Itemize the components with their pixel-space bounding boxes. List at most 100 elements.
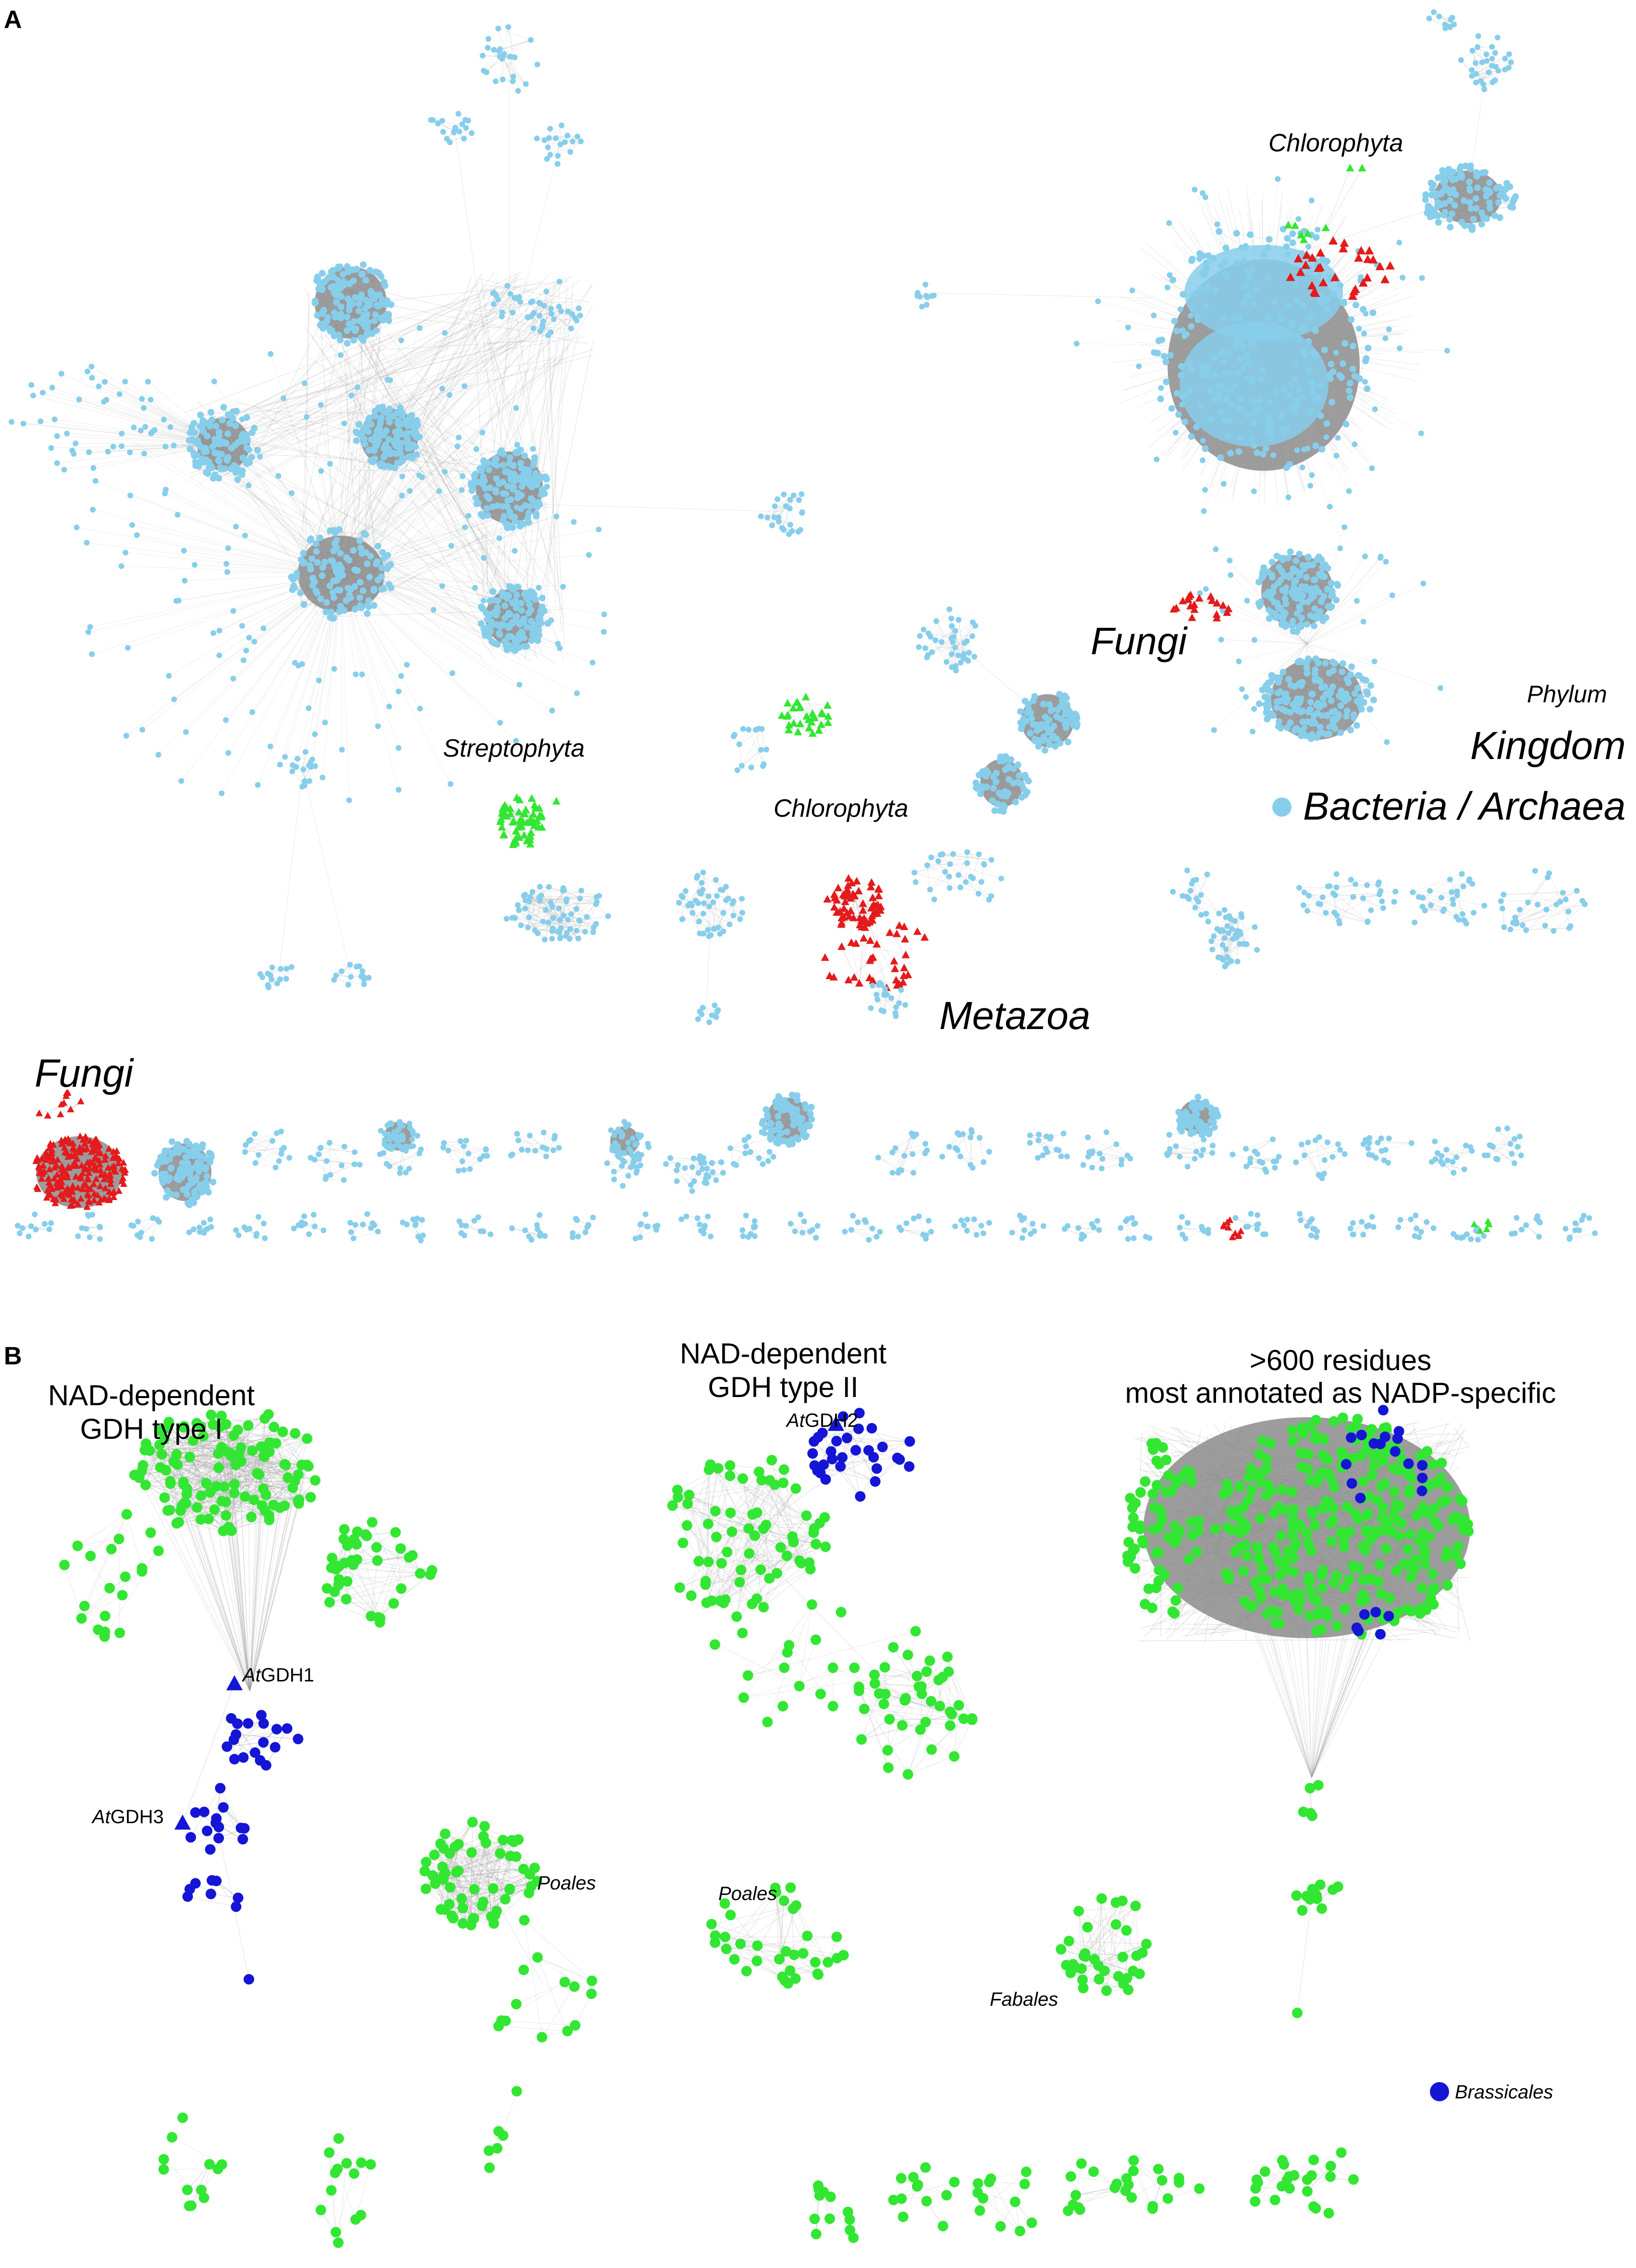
- node: [1058, 715, 1065, 722]
- node: [210, 630, 217, 636]
- node-triangle: [1316, 248, 1325, 257]
- node: [324, 1597, 335, 1608]
- node: [1442, 21, 1448, 27]
- node: [511, 294, 517, 301]
- node: [99, 1631, 110, 1642]
- node: [48, 445, 54, 451]
- atgdh1-triangle: [226, 1675, 243, 1691]
- node: [1319, 894, 1326, 900]
- node: [318, 468, 324, 474]
- node: [1481, 903, 1488, 909]
- node: [203, 1513, 214, 1524]
- node: [515, 88, 521, 94]
- node: [459, 487, 465, 493]
- node: [1351, 715, 1357, 721]
- node: [714, 893, 720, 899]
- node: [1347, 671, 1354, 678]
- node: [1391, 899, 1397, 905]
- node: [361, 981, 367, 987]
- node: [231, 1901, 242, 1912]
- node: [318, 1145, 324, 1151]
- node: [314, 276, 321, 283]
- node: [1294, 402, 1301, 409]
- node: [1328, 587, 1335, 594]
- node: [317, 595, 324, 602]
- node: [186, 2200, 197, 2211]
- node: [1295, 387, 1303, 394]
- node: [827, 1701, 838, 1712]
- node: [586, 552, 592, 558]
- node: [1379, 1478, 1390, 1489]
- node-triangle: [830, 894, 839, 902]
- node: [320, 279, 327, 286]
- node: [1096, 1227, 1102, 1233]
- node: [1345, 679, 1352, 687]
- node: [558, 123, 565, 128]
- node: [775, 496, 781, 502]
- node: [556, 304, 562, 310]
- node: [1277, 724, 1284, 732]
- node: [155, 1158, 162, 1165]
- node: [551, 316, 557, 322]
- node: [1390, 1499, 1402, 1510]
- node: [1389, 592, 1395, 599]
- node-triangle: [859, 906, 867, 914]
- node: [225, 545, 231, 551]
- node: [1347, 394, 1353, 401]
- node: [431, 607, 437, 613]
- node: [1444, 347, 1450, 354]
- node: [1360, 699, 1367, 706]
- node: [1207, 416, 1214, 423]
- node: [366, 415, 373, 422]
- node: [357, 602, 364, 609]
- node: [1414, 1226, 1420, 1232]
- node: [1065, 738, 1071, 746]
- node: [1346, 380, 1353, 387]
- node-triangle: [886, 928, 894, 936]
- node: [523, 81, 529, 87]
- node: [239, 623, 245, 629]
- node: [633, 1165, 640, 1171]
- node: [385, 463, 392, 470]
- node: [302, 749, 308, 755]
- node: [842, 2207, 853, 2218]
- node: [1213, 546, 1219, 552]
- node-triangle: [53, 1184, 61, 1191]
- node: [1297, 1211, 1303, 1217]
- node: [1486, 179, 1493, 186]
- node: [350, 337, 357, 344]
- node: [1211, 396, 1218, 402]
- node-triangle: [904, 970, 912, 979]
- node-triangle: [796, 702, 804, 711]
- node: [1300, 302, 1307, 309]
- node: [232, 422, 239, 429]
- node: [213, 1462, 224, 1473]
- node: [773, 1098, 780, 1105]
- node: [547, 126, 553, 132]
- node: [541, 936, 548, 943]
- node: [1507, 203, 1514, 210]
- node: [357, 431, 364, 439]
- node: [1033, 727, 1041, 734]
- node: [1309, 717, 1316, 724]
- node: [326, 1140, 332, 1146]
- node: [1222, 245, 1230, 252]
- node: [1265, 588, 1272, 596]
- node: [1235, 315, 1242, 322]
- node: [396, 1583, 407, 1594]
- node: [522, 615, 528, 622]
- node: [1318, 729, 1325, 736]
- node-triangle: [859, 899, 867, 907]
- node: [478, 620, 485, 627]
- node: [420, 1232, 426, 1238]
- node: [706, 1919, 717, 1930]
- node: [978, 783, 985, 790]
- node: [407, 416, 415, 423]
- node-triangle: [1375, 261, 1385, 270]
- node: [511, 635, 517, 641]
- node: [557, 645, 563, 651]
- node: [1248, 1211, 1254, 1217]
- node: [820, 1474, 831, 1485]
- node: [855, 1491, 866, 1502]
- cluster-core: [1434, 171, 1501, 223]
